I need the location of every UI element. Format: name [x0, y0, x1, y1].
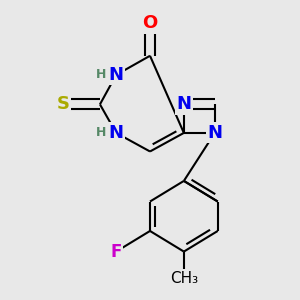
Text: S: S — [57, 95, 70, 113]
Text: N: N — [207, 124, 222, 142]
Text: F: F — [110, 243, 122, 261]
Text: CH₃: CH₃ — [170, 271, 198, 286]
Text: N: N — [109, 66, 124, 84]
Text: H: H — [96, 68, 106, 81]
Text: N: N — [176, 95, 191, 113]
Text: O: O — [142, 14, 158, 32]
Text: N: N — [109, 124, 124, 142]
Text: H: H — [96, 126, 106, 140]
